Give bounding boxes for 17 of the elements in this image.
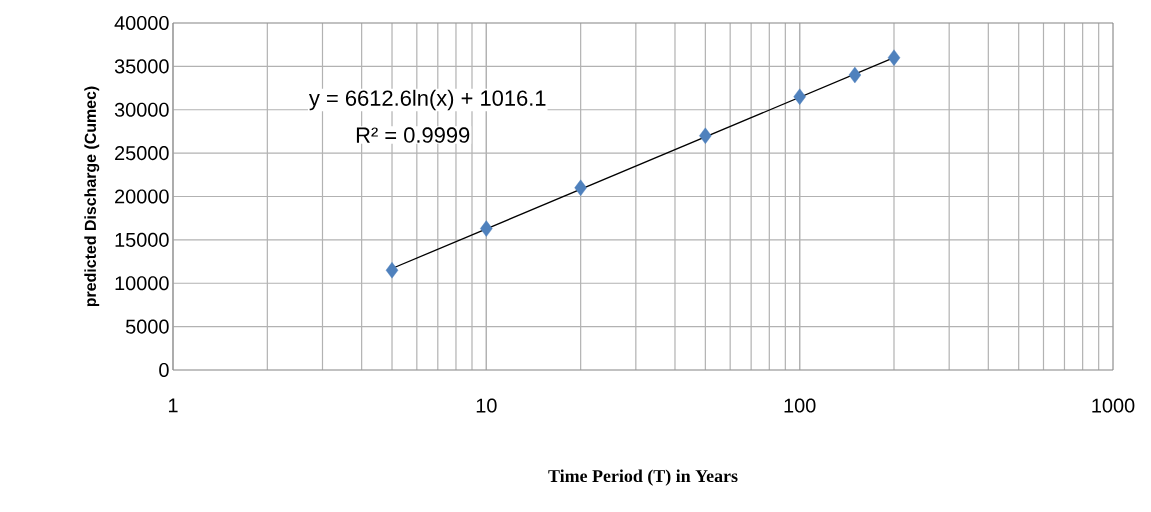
y-tick-label: 10000 (115, 276, 169, 291)
annotation: R² = 0.9999 (356, 127, 470, 143)
y-tick-label: 15000 (115, 232, 169, 247)
x-tick-label: 1 (168, 398, 178, 413)
y-tick-label: 35000 (114, 59, 169, 74)
y-tick-label: 20000 (115, 189, 169, 204)
x-axis-title: Time Period (T) in Years (548, 469, 738, 486)
y-tick-label: 40000 (114, 15, 169, 31)
y-tick-label: 25000 (115, 146, 169, 161)
y-tick-label: 30000 (114, 102, 169, 117)
y-tick-label: 5000 (125, 319, 169, 334)
x-tick-label: 100 (784, 398, 816, 413)
y-tick-label: 0 (159, 362, 169, 378)
x-tick-label: 10 (476, 398, 497, 413)
x-tick-label: 1000 (1092, 398, 1135, 413)
y-axis-title: predicted Discharge (Cumec) (84, 86, 100, 307)
annotation: y = 6612.6ln(x) + 1016.1 (308, 89, 546, 111)
